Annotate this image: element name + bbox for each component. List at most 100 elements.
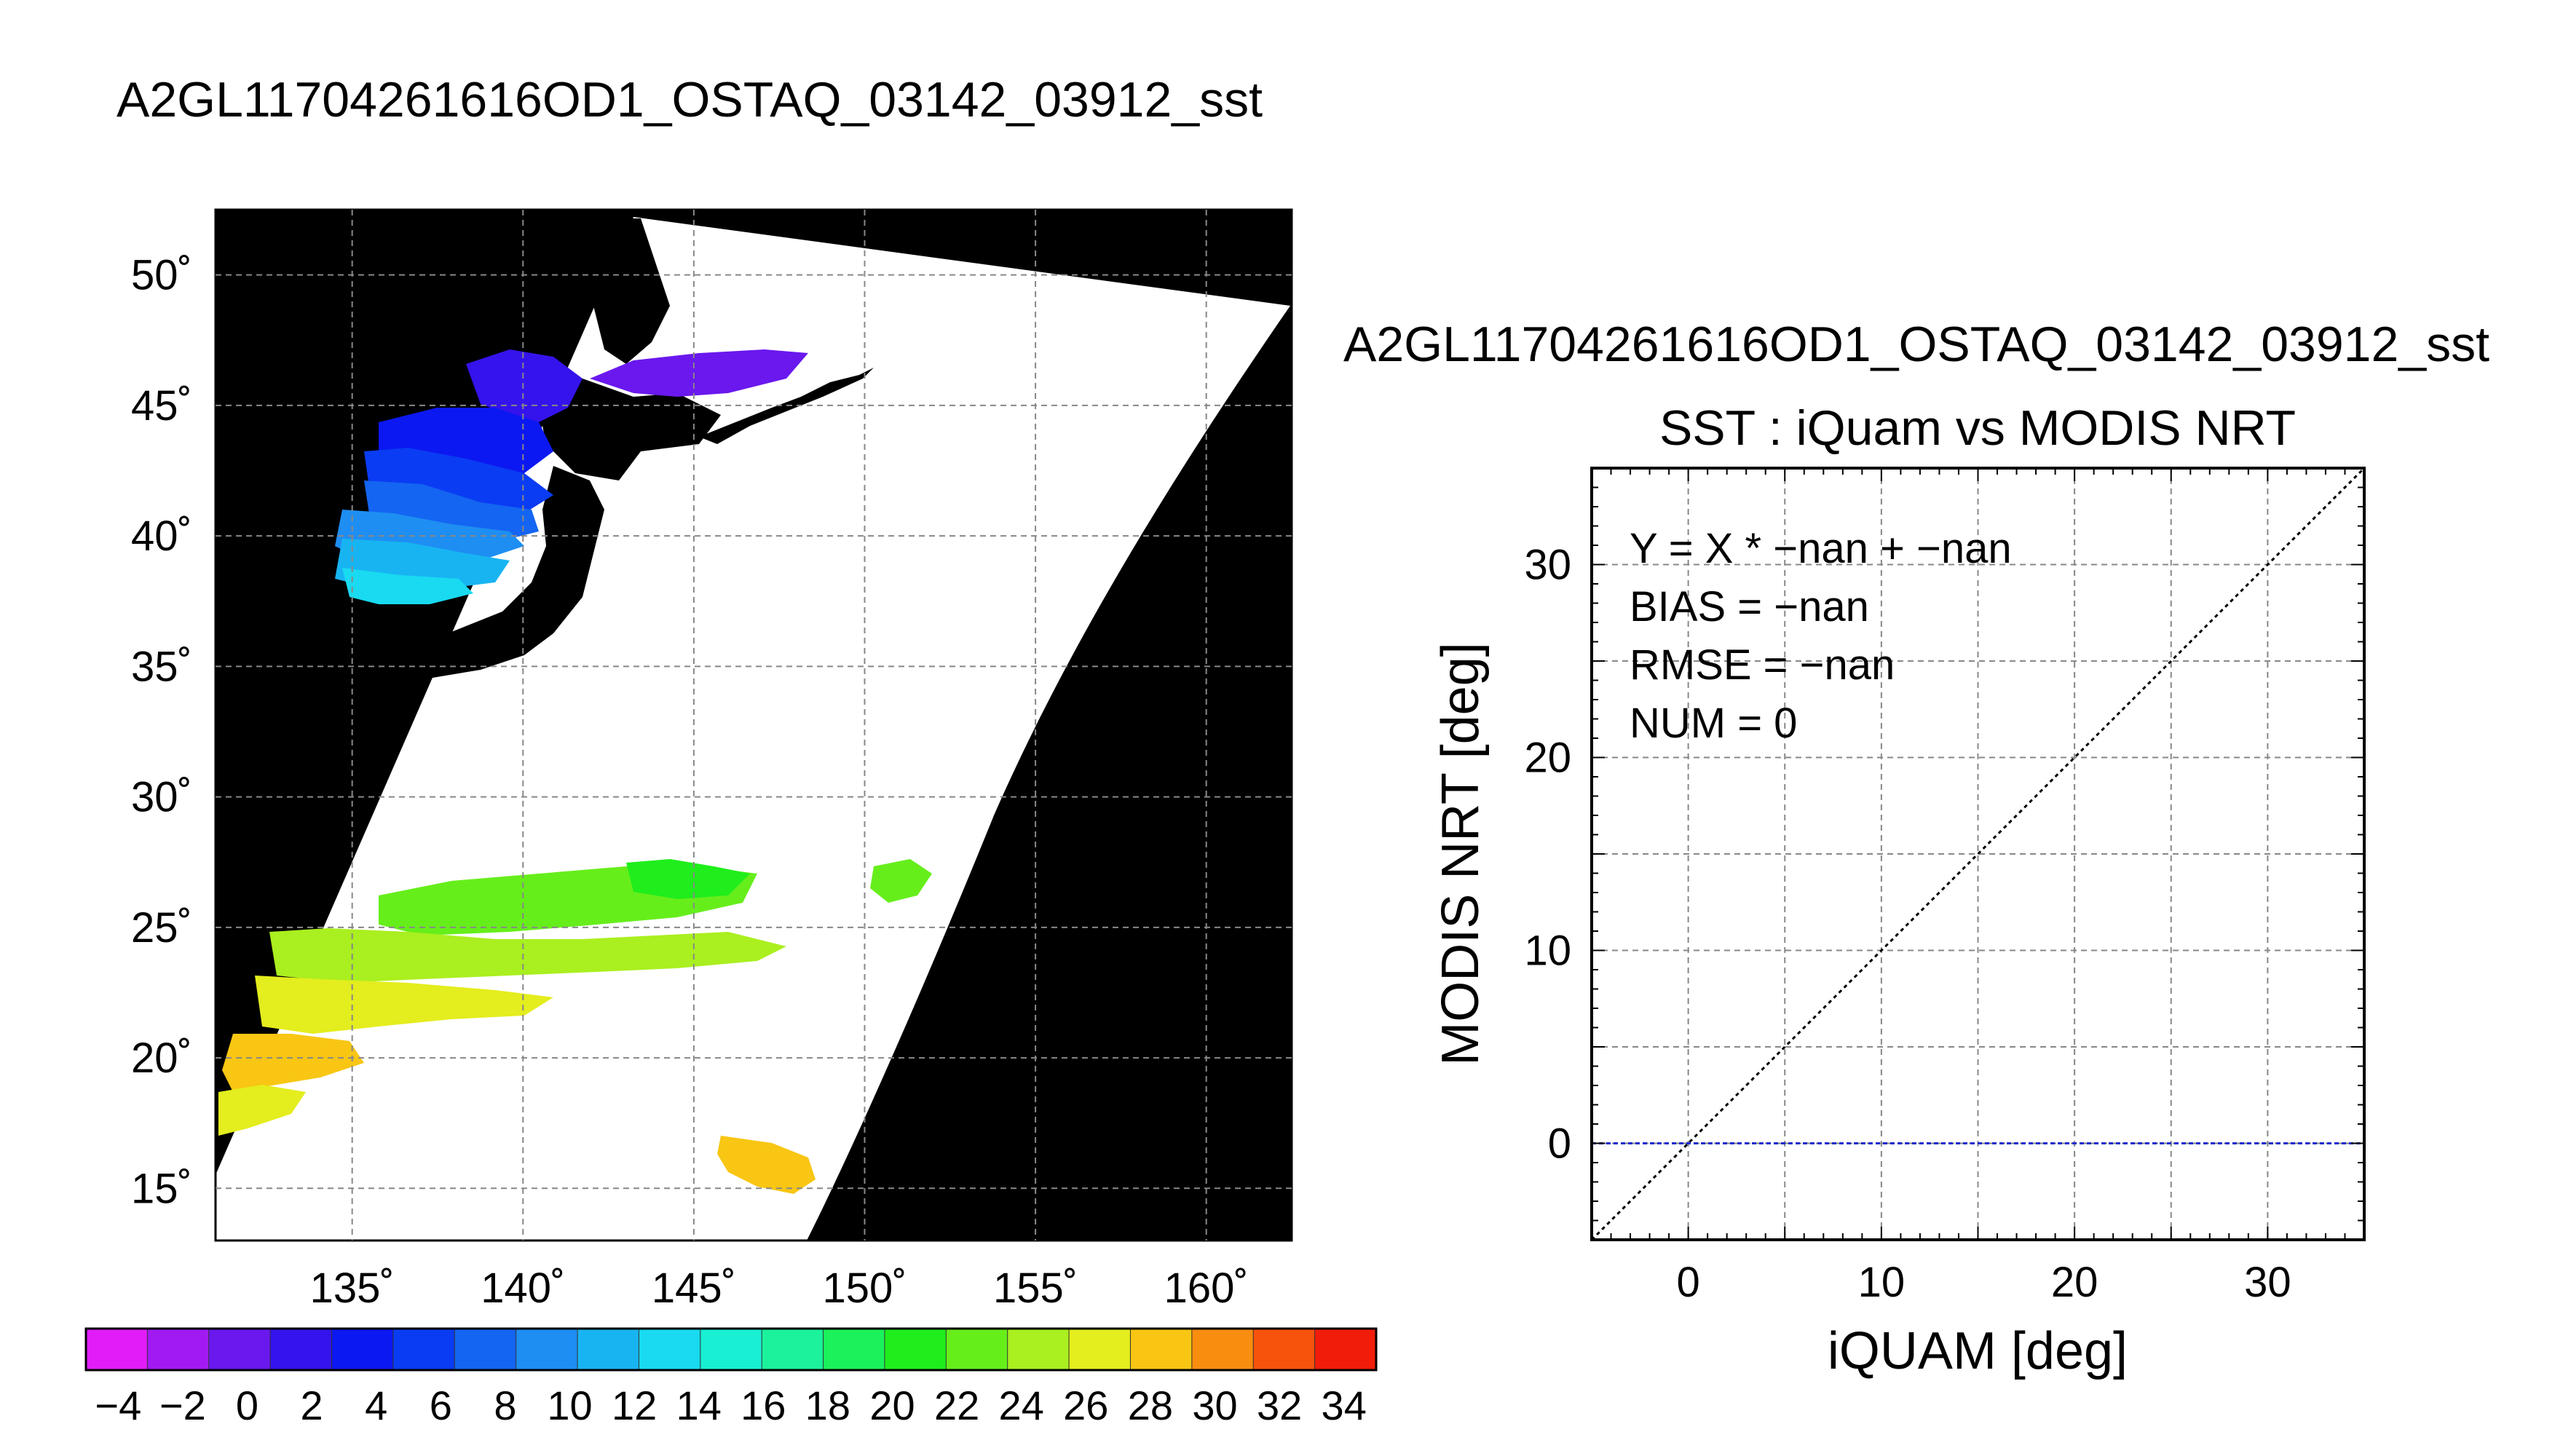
- colorbar-tick-label: −4: [95, 1382, 141, 1428]
- scatter-gridlines: [1592, 468, 2364, 1240]
- colorbar-cell: [761, 1328, 824, 1371]
- colorbar-tick-label: 18: [805, 1382, 850, 1428]
- colorbar-cell: [331, 1328, 394, 1371]
- scatter-y-tick-label: 30: [1524, 542, 1571, 589]
- land-hokkaido: [539, 379, 721, 480]
- colorbar-cell: [884, 1328, 947, 1371]
- land-shikoku-kyushu: [313, 648, 379, 713]
- sst-patch-sub-7: [870, 859, 932, 903]
- colorbar-tick-label: 8: [494, 1382, 516, 1428]
- map-y-tick-label: 35˚: [131, 643, 192, 690]
- map-x-tick-label: 135˚: [310, 1265, 395, 1312]
- stat-bias: BIAS = −nan: [1630, 583, 1869, 630]
- colorbar-cell: [146, 1328, 210, 1371]
- map-y-tick-labels: 15˚ 20˚ 25˚ 30˚ 35˚ 40˚ 45˚ 50˚: [131, 252, 192, 1213]
- map-y-tick-label: 30˚: [131, 774, 192, 821]
- colorbar-cell: [85, 1328, 149, 1371]
- scatter-x-tick-label: 20: [2051, 1259, 2098, 1306]
- map-y-tick-label: 15˚: [131, 1165, 192, 1212]
- colorbar-cell: [1129, 1328, 1193, 1371]
- sst-patch-sub-6: [218, 1085, 306, 1136]
- main-title: A2GL11704261616OD1_OSTAQ_03142_03912_sst: [117, 72, 1263, 127]
- colorbar-cell: [1007, 1328, 1070, 1371]
- colorbar-cell: [208, 1328, 272, 1371]
- colorbar-tick-label: 16: [741, 1382, 786, 1428]
- map-x-tick-label: 145˚: [652, 1265, 736, 1312]
- colorbar-tick-label: 12: [612, 1382, 657, 1428]
- map-y-tick-label: 20˚: [131, 1034, 192, 1082]
- scatter-minor-ticks: [1591, 467, 2365, 1241]
- colorbar-tick-label: 6: [430, 1382, 452, 1428]
- colorbar-tick-label: 2: [301, 1382, 323, 1428]
- scatter-y-tick-label: 0: [1548, 1120, 1571, 1168]
- map-y-tick-label: 25˚: [131, 904, 192, 951]
- colorbar-tick-label: 20: [869, 1382, 915, 1428]
- colorbar-tick-label: 0: [236, 1382, 258, 1428]
- colorbar-tick-label: 10: [547, 1382, 592, 1428]
- colorbar-cell: [577, 1328, 640, 1371]
- colorbar-tick-label: 26: [1063, 1382, 1108, 1428]
- colorbar-frame: [84, 1327, 1378, 1372]
- sst-patch-north-2: [466, 349, 583, 422]
- scatter-y-tick-label: 10: [1524, 927, 1571, 975]
- colorbar-cell: [516, 1328, 579, 1371]
- map-x-tick-label: 150˚: [822, 1265, 907, 1312]
- scatter-y-axis-label: MODIS NRT [deg]: [1431, 642, 1490, 1066]
- map-y-tick-label: 40˚: [131, 513, 192, 560]
- scatter-x-tick-label: 30: [2244, 1259, 2291, 1306]
- map-frame: [214, 208, 1293, 1242]
- stats-box: Y = X * −nan + −nan BIAS = −nan RMSE = −…: [1630, 525, 2012, 747]
- swath-area: [216, 217, 1290, 1241]
- colorbar-tick-label: 4: [365, 1382, 387, 1428]
- sst-patch-sub-2: [626, 859, 750, 899]
- land-honshu: [306, 466, 604, 710]
- colorbar: −4 −2 0 2 4 6 8 10 12 14 16 18 20 22 24 26 28 30 32 34: [84, 1327, 1378, 1428]
- scatter-title: A2GL11704261616OD1_OSTAQ_03142_03912_sst: [1343, 317, 2489, 372]
- colorbar-cell: [454, 1328, 517, 1371]
- colorbar-cell: [823, 1328, 885, 1371]
- colorbar-cell: [392, 1328, 456, 1371]
- stat-num: NUM = 0: [1630, 700, 1797, 747]
- map-y-tick-label: 50˚: [131, 252, 192, 299]
- sst-patch-sub-3: [269, 928, 786, 983]
- scatter-panel: A2GL11704261616OD1_OSTAQ_03142_03912_sst…: [1343, 317, 2489, 1380]
- scatter-y-tick-labels: 0 10 20 30: [1524, 542, 1571, 1168]
- colorbar-cell: [945, 1328, 1008, 1371]
- scatter-x-tick-label: 0: [1676, 1259, 1699, 1306]
- colorbar-tick-label: 34: [1322, 1382, 1367, 1428]
- colorbar-cell: [700, 1328, 763, 1371]
- colorbar-tick-label: −2: [159, 1382, 206, 1428]
- colorbar-cell: [269, 1328, 333, 1371]
- map-gridlines: [216, 210, 1292, 1241]
- stat-fit-equation: Y = X * −nan + −nan: [1630, 525, 2012, 572]
- swath-left-edge: [216, 210, 633, 1175]
- colorbar-tick-label: 28: [1128, 1382, 1173, 1428]
- colorbar-cell: [1252, 1328, 1316, 1371]
- map-y-tick-label: 45˚: [131, 382, 192, 430]
- colorbar-cell: [1314, 1328, 1377, 1371]
- colorbar-tick-labels: −4 −2 0 2 4 6 8 10 12 14 16 18 20 22 24 26 28 30 32 34: [95, 1382, 1366, 1428]
- sst-patch-south-1: [717, 1136, 816, 1194]
- colorbar-cell: [1191, 1328, 1255, 1371]
- scatter-x-tick-labels: 0 10 20 30: [1676, 1259, 2291, 1306]
- colorbar-tick-label: 32: [1257, 1382, 1302, 1428]
- map-x-tick-labels: 135˚ 140˚ 145˚ 150˚ 155˚ 160˚: [310, 1265, 1249, 1312]
- scatter-x-axis-label: iQUAM [deg]: [1828, 1322, 2128, 1380]
- colorbar-cell: [638, 1328, 701, 1371]
- colorbar-cells: [85, 1328, 1377, 1371]
- sst-map: 135˚ 140˚ 145˚ 150˚ 155˚ 160˚ 15˚ 20˚ 25˚ 30˚ 35˚…: [131, 208, 1293, 1312]
- colorbar-cell: [1068, 1328, 1132, 1371]
- stat-rmse: RMSE = −nan: [1630, 641, 1895, 689]
- colorbar-tick-label: 24: [999, 1382, 1044, 1428]
- scatter-x-tick-label: 10: [1858, 1259, 1906, 1306]
- colorbar-tick-label: 14: [676, 1382, 722, 1428]
- map-x-tick-label: 140˚: [481, 1265, 565, 1312]
- sst-patch-north-1: [590, 349, 808, 397]
- colorbar-tick-label: 22: [934, 1382, 979, 1428]
- sst-patch-north-8: [342, 568, 473, 604]
- colorbar-tick-label: 30: [1192, 1382, 1237, 1428]
- scatter-subtitle: SST : iQuam vs MODIS NRT: [1659, 400, 2296, 456]
- sst-patch-sub-4: [255, 976, 553, 1034]
- map-x-tick-label: 155˚: [993, 1265, 1078, 1312]
